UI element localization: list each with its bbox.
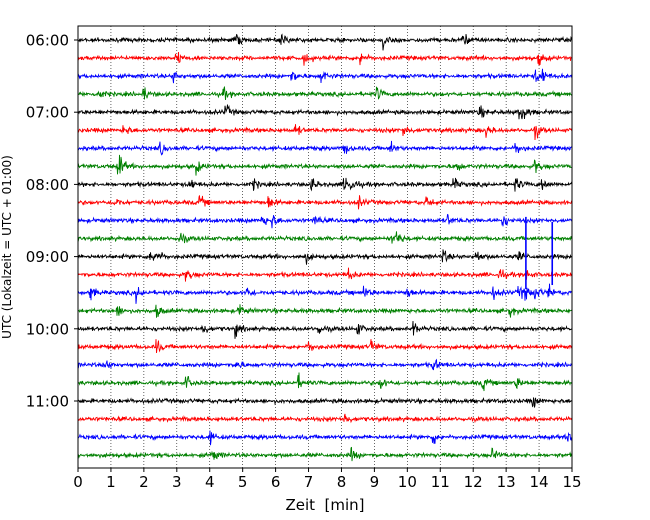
x-axis-ticks: 0 1 2 3 4 5 6 7 8 9 10 11 12 13 14 15 (73, 468, 582, 491)
y-axis-label: UTC (Lokalzeit = UTC + 01:00) (0, 155, 14, 339)
trace-21 (78, 413, 572, 424)
trace-2 (78, 68, 572, 84)
trace-22 (78, 430, 572, 446)
x-tick-label-5: 5 (238, 473, 248, 491)
trace-13 (78, 267, 572, 282)
x-tick-label-0: 0 (73, 473, 83, 491)
trace-20 (78, 397, 572, 408)
y-tick-label-3: 09:00 (26, 248, 69, 266)
y-tick-label-1: 07:00 (26, 104, 69, 122)
x-tick-label-1: 1 (106, 473, 116, 491)
trace-12 (78, 249, 572, 265)
plot-frame (77, 25, 573, 469)
trace-23 (78, 446, 572, 462)
trace-0 (78, 33, 572, 51)
x-tick-label-8: 8 (337, 473, 347, 491)
x-tick-label-12: 12 (464, 473, 483, 491)
trace-17 (78, 339, 572, 354)
trace-1 (78, 52, 572, 66)
trace-5 (78, 124, 572, 141)
x-tick-label-15: 15 (562, 473, 581, 491)
trace-8 (78, 177, 572, 192)
x-tick-label-14: 14 (530, 473, 549, 491)
x-tick-label-11: 11 (431, 473, 450, 491)
trace-15 (78, 304, 572, 318)
x-tick-label-6: 6 (271, 473, 281, 491)
y-axis-ticks: 06:00 07:00 08:00 09:00 10:00 11:00 (26, 32, 78, 411)
x-tick-label-10: 10 (398, 473, 417, 491)
x-tick-label-2: 2 (139, 473, 149, 491)
x-tick-label-4: 4 (205, 473, 215, 491)
trace-9 (78, 195, 572, 210)
traces (78, 33, 572, 462)
x-axis-label: Zeit [min] (285, 496, 364, 514)
trace-11 (78, 231, 572, 244)
y-tick-label-5: 11:00 (26, 393, 69, 411)
x-tick-label-13: 13 (497, 473, 516, 491)
y-tick-label-2: 08:00 (26, 176, 69, 194)
x-tick-label-3: 3 (172, 473, 182, 491)
trace-3 (78, 85, 572, 100)
trace-7 (78, 154, 572, 176)
trace-19 (78, 372, 572, 392)
trace-4 (78, 104, 572, 120)
trace-10 (78, 213, 572, 229)
trace-18 (78, 358, 572, 371)
y-tick-label-0: 06:00 (26, 32, 69, 50)
x-tick-label-7: 7 (304, 473, 314, 491)
trace-14 (78, 283, 572, 304)
x-tick-label-9: 9 (370, 473, 380, 491)
spike-markers (525, 216, 554, 290)
trace-16 (78, 320, 572, 339)
y-tick-label-4: 10:00 (26, 320, 69, 338)
trace-6 (78, 140, 572, 156)
